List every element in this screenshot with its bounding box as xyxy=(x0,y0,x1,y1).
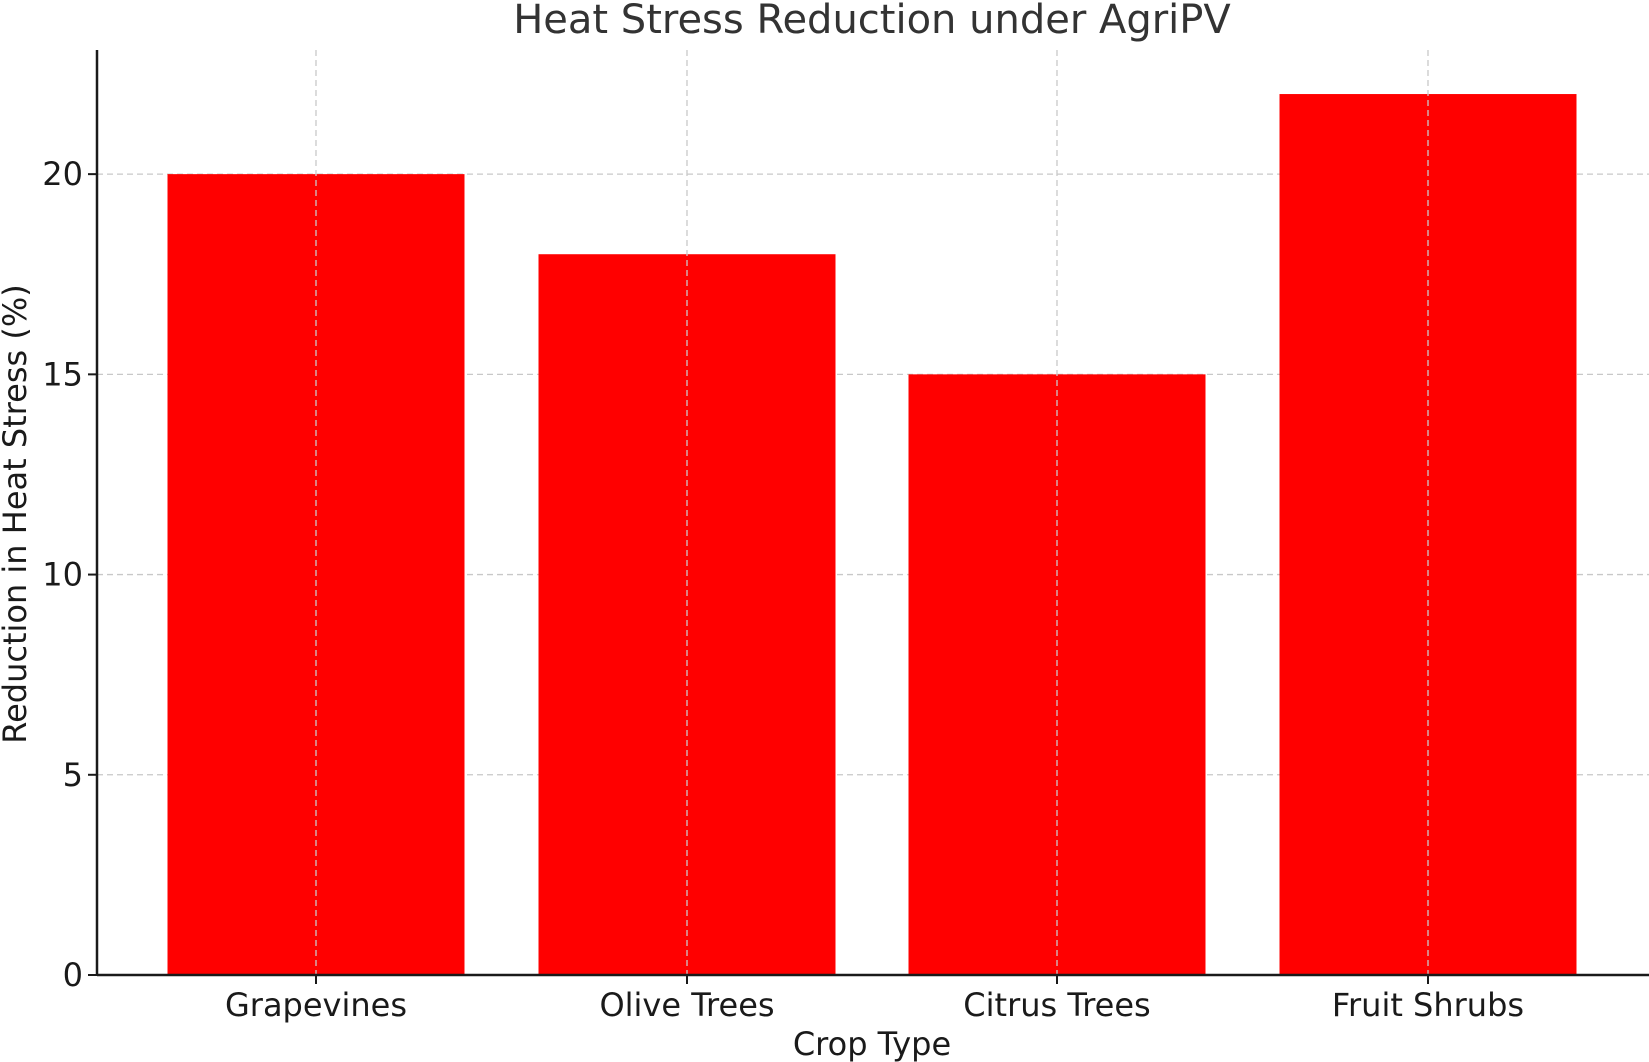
bars xyxy=(167,50,1577,976)
x-tick-label: Fruit Shrubs xyxy=(1332,986,1524,1024)
y-tick-label: 0 xyxy=(63,956,83,994)
y-axis-label: Reduction in Heat Stress (%) xyxy=(0,284,34,743)
x-tick-label: Grapevines xyxy=(225,986,407,1024)
x-tick-label: Olive Trees xyxy=(599,986,774,1024)
y-tick-label: 10 xyxy=(42,556,83,594)
y-tick-label: 20 xyxy=(42,155,83,193)
axes: 0 5 10 15 20 Grapevines Olive Trees Citrus Tree… xyxy=(42,50,1649,1024)
y-tick-label: 5 xyxy=(63,756,83,794)
x-axis-label: Crop Type xyxy=(793,1025,951,1062)
x-tick-label: Citrus Trees xyxy=(963,986,1150,1024)
chart-title: Heat Stress Reduction under AgriPV xyxy=(513,0,1231,43)
y-tick-label: 15 xyxy=(42,355,83,393)
